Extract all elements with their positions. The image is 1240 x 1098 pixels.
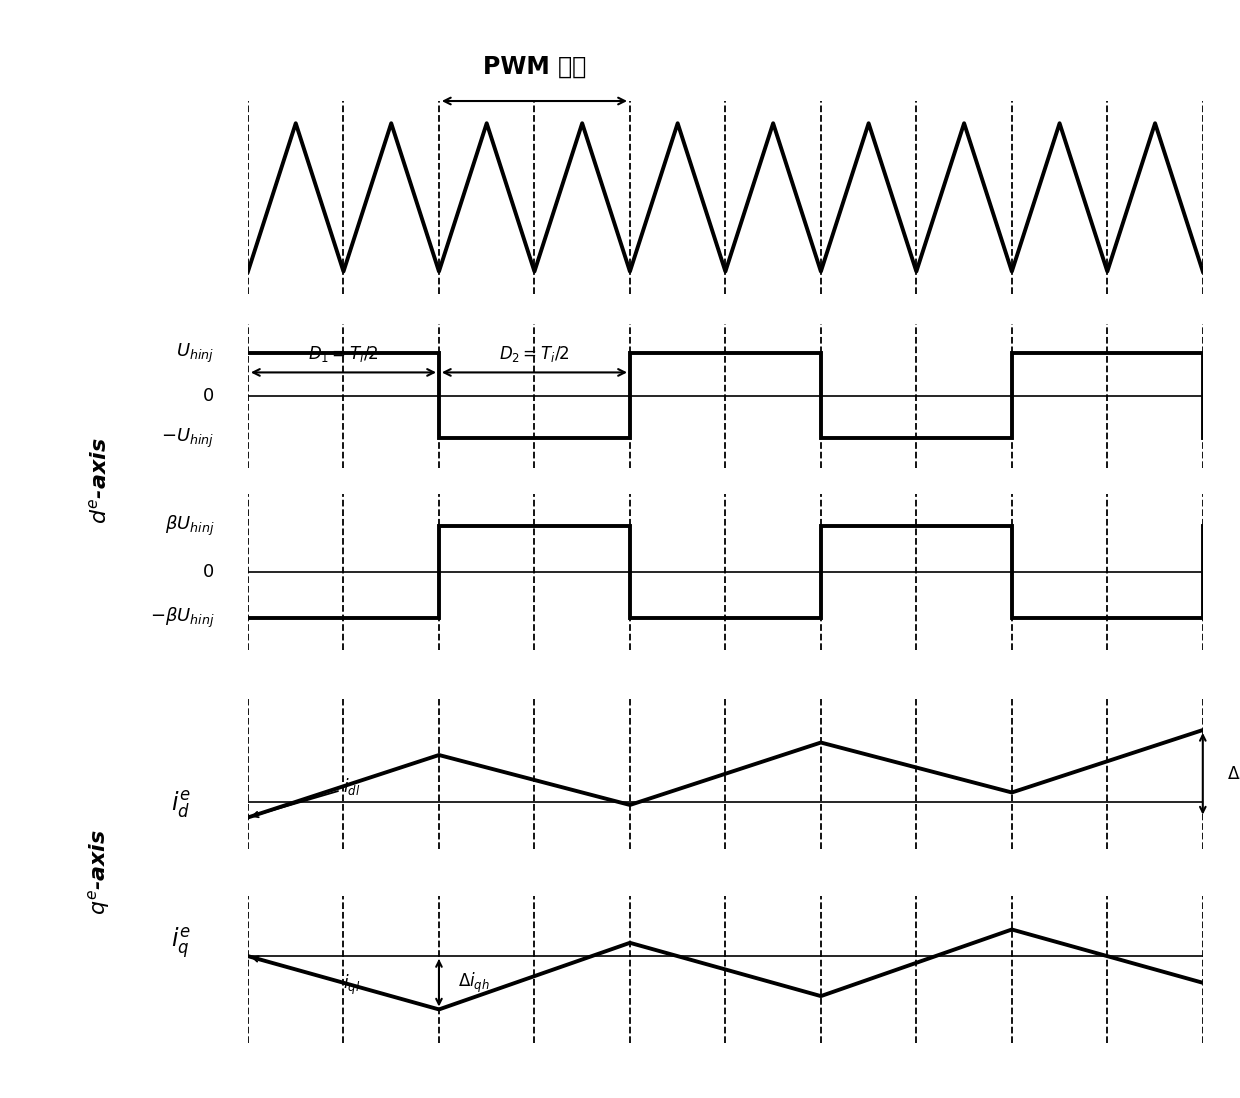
Text: $-U_{hinj}$: $-U_{hinj}$	[161, 426, 215, 450]
Text: $d^e$-axis: $d^e$-axis	[88, 437, 110, 524]
Text: $\boldsymbol{i_q^e}$: $\boldsymbol{i_q^e}$	[171, 926, 191, 961]
Text: $D_2=T_i/2$: $D_2=T_i/2$	[498, 344, 570, 363]
Text: PWM 周期: PWM 周期	[482, 55, 587, 79]
Text: 0: 0	[203, 563, 215, 581]
Text: 0: 0	[203, 386, 215, 405]
Text: $q^e$-axis: $q^e$-axis	[87, 829, 112, 915]
Text: $\boldsymbol{i_d^e}$: $\boldsymbol{i_d^e}$	[171, 789, 191, 820]
Text: $\beta U_{hinj}$: $\beta U_{hinj}$	[165, 514, 215, 538]
Text: $i_{ql}$: $i_{ql}$	[253, 956, 361, 997]
Text: $D_1=T_i/2$: $D_1=T_i/2$	[308, 344, 379, 363]
Text: $U_{hinj}$: $U_{hinj}$	[176, 341, 215, 365]
Text: $-\beta U_{hinj}$: $-\beta U_{hinj}$	[150, 605, 215, 630]
Text: $\Delta i_{qh}$: $\Delta i_{qh}$	[458, 971, 490, 995]
Text: $i_{dl}$: $i_{dl}$	[253, 776, 361, 817]
Text: $\Delta i_{dh}$: $\Delta i_{dh}$	[1226, 763, 1240, 784]
